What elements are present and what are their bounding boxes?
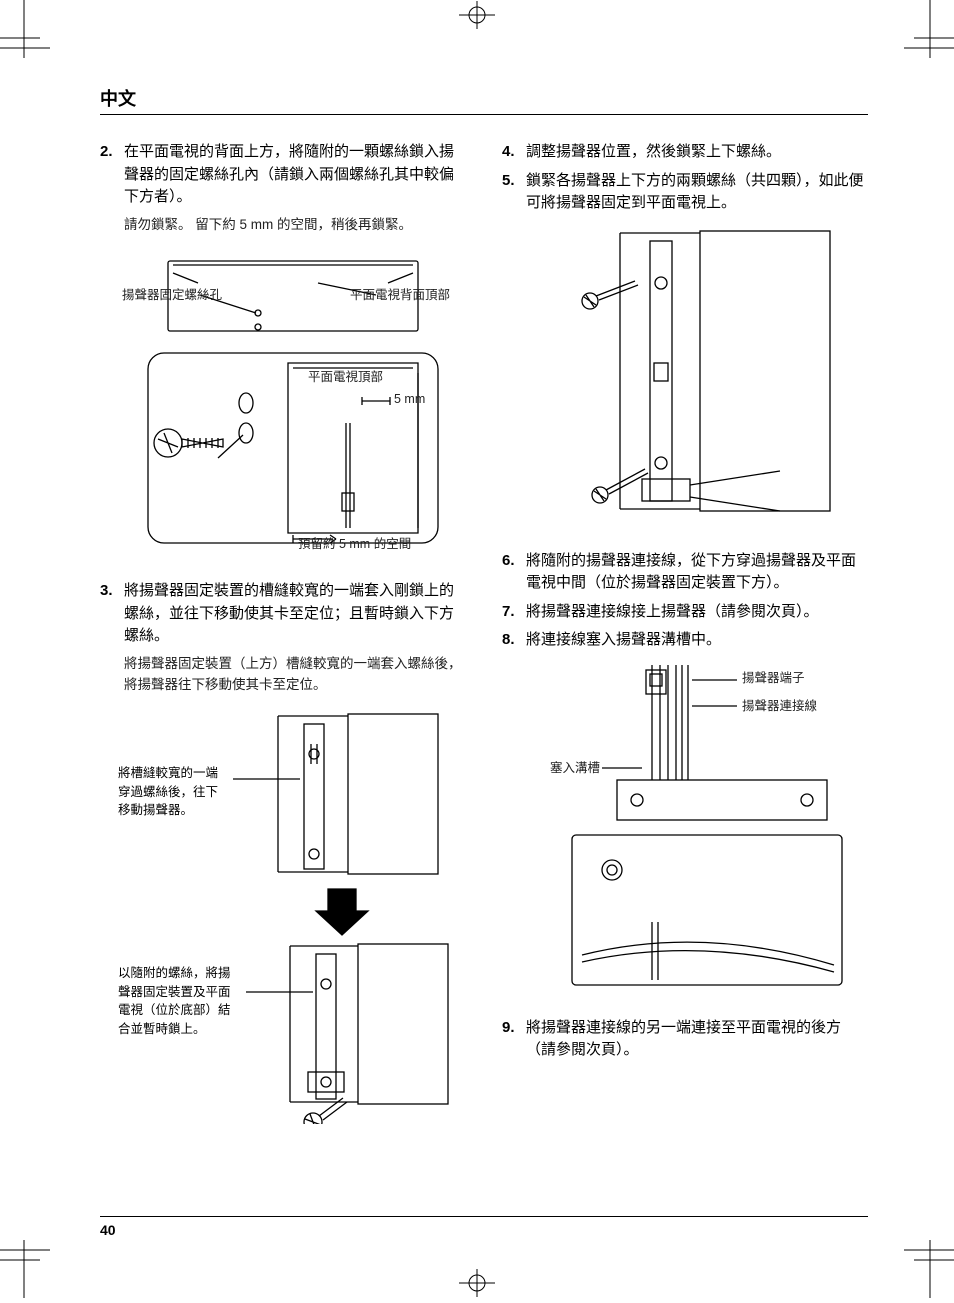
- fig3-cap-top: 將槽縫較寬的一端穿過螺絲後，往下移動揚聲器。: [118, 764, 226, 820]
- fig2-lbl-backtop: 平面電視背面頂部: [350, 287, 450, 302]
- fig2-lbl-tvtop: 平面電視頂部: [308, 369, 383, 384]
- step-num: 7.: [502, 601, 526, 624]
- figure-3: 將槽縫較寬的一端穿過螺絲後，往下移動揚聲器。 以隨附的螺絲，將揚聲器固定裝置及平…: [118, 704, 462, 1129]
- crop-mark-tl: [0, 0, 60, 60]
- step-2-note: 請勿鎖緊。 留下約 5 mm 的空間，稍後再鎖緊。: [124, 215, 462, 236]
- crop-mark-tr: [894, 0, 954, 60]
- fig8-lbl-term: 揚聲器端子: [742, 670, 805, 685]
- step-num: 5.: [502, 170, 526, 215]
- fig8-lbl-groove: 塞入溝槽: [550, 760, 600, 775]
- step-body: 將連接線塞入揚聲器溝槽中。: [526, 629, 721, 652]
- step-3: 3. 將揚聲器固定裝置的槽縫較寬的一端套入剛鎖上的螺絲，並往下移動使其卡至定位；…: [100, 580, 462, 648]
- crop-mark-bl: [0, 1238, 60, 1298]
- page-title: 中文: [100, 85, 868, 115]
- step-num: 9.: [502, 1017, 526, 1062]
- step-7: 7. 將揚聲器連接線接上揚聲器（請參閱次頁）。: [502, 601, 864, 624]
- step-body: 在平面電視的背面上方，將隨附的一顆螺絲鎖入揚聲器的固定螺絲孔內（請鎖入兩個螺絲孔…: [124, 141, 462, 209]
- step-4: 4. 調整揚聲器位置，然後鎖緊上下螺絲。: [502, 141, 864, 164]
- step-num: 6.: [502, 550, 526, 595]
- right-column: 4. 調整揚聲器位置，然後鎖緊上下螺絲。 5. 鎖緊各揚聲器上下方的兩顆螺絲（共…: [502, 141, 864, 1151]
- step-9: 9. 將揚聲器連接線的另一端連接至平面電視的後方（請參閱次頁）。: [502, 1017, 864, 1062]
- step-body: 將隨附的揚聲器連接線，從下方穿過揚聲器及平面電視中間（位於揚聲器固定裝置下方）。: [526, 550, 864, 595]
- step-num: 2.: [100, 141, 124, 209]
- reg-mark-top: [447, 0, 507, 35]
- fig8-lbl-cable: 揚聲器連接線: [742, 698, 818, 713]
- fig2-lbl-gap: 預留約 5 mm 的空間: [298, 536, 411, 551]
- step-num: 3.: [100, 580, 124, 648]
- left-column: 2. 在平面電視的背面上方，將隨附的一顆螺絲鎖入揚聲器的固定螺絲孔內（請鎖入兩個…: [100, 141, 462, 1151]
- figure-2: 揚聲器固定螺絲孔 平面電視背面頂部 平面電視頂部 5 mm 預留約 5 mm 的…: [118, 243, 462, 558]
- step-5: 5. 鎖緊各揚聲器上下方的兩顆螺絲（共四顆），如此便可將揚聲器固定到平面電視上。: [502, 170, 864, 215]
- step-body: 調整揚聲器位置，然後鎖緊上下螺絲。: [526, 141, 781, 164]
- step-body: 將揚聲器固定裝置的槽縫較寬的一端套入剛鎖上的螺絲，並往下移動使其卡至定位；且暫時…: [124, 580, 462, 648]
- fig3-cap-bot: 以隨附的螺絲，將揚聲器固定裝置及平面電視（位於底部）結合並暫時鎖上。: [118, 964, 238, 1039]
- step-body: 鎖緊各揚聲器上下方的兩顆螺絲（共四顆），如此便可將揚聲器固定到平面電視上。: [526, 170, 864, 215]
- step-num: 4.: [502, 141, 526, 164]
- step-6: 6. 將隨附的揚聲器連接線，從下方穿過揚聲器及平面電視中間（位於揚聲器固定裝置下…: [502, 550, 864, 595]
- step-2: 2. 在平面電視的背面上方，將隨附的一顆螺絲鎖入揚聲器的固定螺絲孔內（請鎖入兩個…: [100, 141, 462, 209]
- crop-mark-br: [894, 1238, 954, 1298]
- figure-8: 揚聲器端子 揚聲器連接線 塞入溝槽: [542, 660, 864, 995]
- step-3-note: 將揚聲器固定裝置（上方）槽縫較寬的一端套入螺絲後，將揚聲器往下移動使其卡至定位。: [124, 654, 462, 696]
- step-body: 將揚聲器連接線接上揚聲器（請參閱次頁）。: [526, 601, 819, 624]
- fig2-lbl-hole: 揚聲器固定螺絲孔: [122, 287, 223, 302]
- page-number: 40: [100, 1216, 868, 1238]
- step-num: 8.: [502, 629, 526, 652]
- step-body: 將揚聲器連接線的另一端連接至平面電視的後方（請參閱次頁）。: [526, 1017, 864, 1062]
- step-8: 8. 將連接線塞入揚聲器溝槽中。: [502, 629, 864, 652]
- fig2-lbl-5mm: 5 mm: [394, 392, 425, 406]
- figure-5: [520, 223, 864, 528]
- reg-mark-bottom: [447, 1263, 507, 1303]
